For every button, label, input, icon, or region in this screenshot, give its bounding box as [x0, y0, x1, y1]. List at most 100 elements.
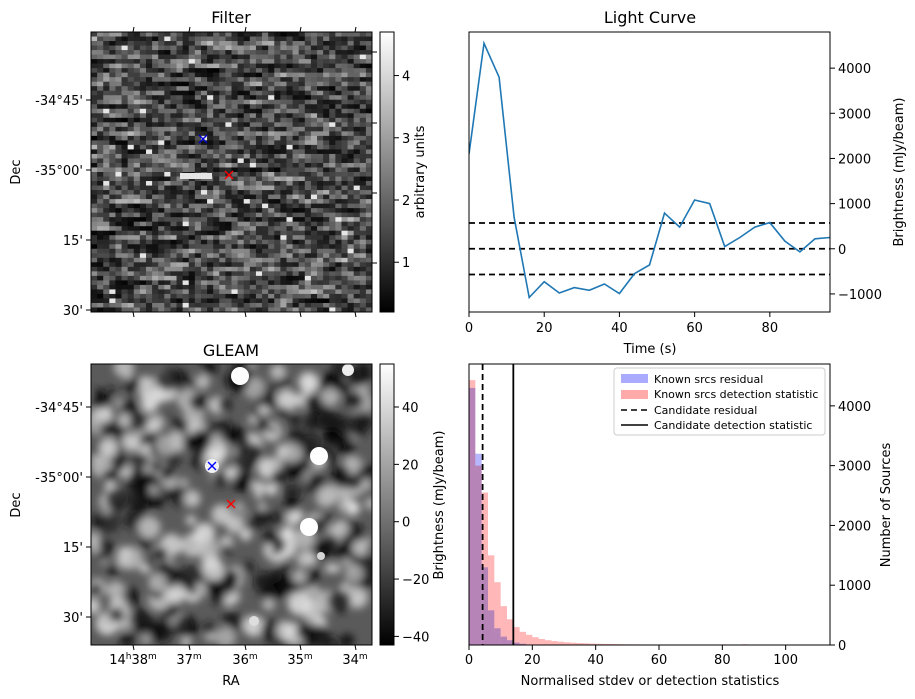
- filter-colorbar-tick-label: 4: [402, 70, 410, 85]
- histogram-x-ticks: 0 20 40 60 80 100: [465, 645, 798, 668]
- filter-known-source-marker: [198, 134, 208, 144]
- legend-label-known-detection: Known srcs detection statistic: [654, 388, 818, 401]
- histogram-bar-known-detection: [513, 627, 520, 645]
- gleam-x-tick-label: 36m: [232, 652, 257, 668]
- histogram-x-tick-label: 100: [773, 653, 798, 668]
- gleam-title: GLEAM: [203, 341, 259, 360]
- filter-bottom-tick-mark: [299, 311, 302, 318]
- light-curve-y-ticks: −1000 0 1000 2000 3000 4000: [830, 62, 882, 303]
- light-curve-title: Light Curve: [604, 8, 696, 27]
- light-curve-axes-frame: [468, 31, 831, 313]
- histogram-bar-known-detection: [488, 555, 495, 645]
- gleam-known-source-marker: [207, 461, 217, 471]
- gleam-image: [91, 364, 372, 645]
- gleam-colorbar-label: Brightness (mJy/beam): [432, 431, 447, 580]
- filter-bottom-tick-mark: [244, 311, 247, 318]
- histogram-candidate-lines: [481, 364, 515, 645]
- histogram-bar-known-detection: [589, 643, 596, 645]
- light-curve-y-tick-label: 3000: [838, 107, 871, 122]
- gleam-x-tick-mark: [188, 644, 191, 651]
- gleam-y-ticks: -34°45' -35°00' 15' 30': [35, 401, 91, 626]
- histogram-panel: 0 20 40 60 80 100 0 1000 2000 3000 4000 Normalise…: [465, 363, 894, 689]
- light-curve-y-label: Brightness (mJy/beam): [892, 98, 907, 247]
- filter-markers: [198, 134, 234, 180]
- histogram-bar-known-detection: [576, 643, 583, 645]
- legend-label-known-residual: Known srcs residual: [654, 373, 763, 386]
- histogram-bar-known-detection: [475, 465, 482, 645]
- filter-top-tick-mark: [132, 26, 135, 33]
- histogram-x-tick-label: 80: [714, 653, 731, 668]
- histogram-bar-known-detection: [494, 582, 501, 645]
- histogram-bar-known-detection: [519, 631, 526, 645]
- gleam-y-tick-label: -35°00': [35, 471, 83, 486]
- histogram-y-tick-label: 1000: [838, 579, 871, 594]
- gleam-markers: [207, 461, 236, 509]
- histogram-y-label: Number of Sources: [879, 443, 894, 568]
- histogram-x-tick-label: 20: [524, 653, 541, 668]
- histogram-x-tick-label: 60: [651, 653, 668, 668]
- histogram-bar-known-detection: [551, 641, 558, 645]
- gleam-x-tick-mark: [132, 644, 135, 651]
- gleam-x-tick-mark: [299, 644, 302, 651]
- light-curve-x-tick-label: 80: [762, 321, 779, 336]
- histogram-x-tick-label: 0: [465, 653, 473, 668]
- histogram-bar-known-detection: [532, 637, 539, 645]
- histogram-x-label: Normalised stdev or detection statistics: [521, 674, 780, 689]
- gleam-panel: GLEAM -34°45' -35°00' 15' 30' 14h38m 37m 36m 3…: [9, 341, 447, 689]
- histogram-y-tick-label: 4000: [838, 400, 871, 415]
- gleam-y-tick-label: -34°45': [35, 401, 83, 416]
- gleam-x-tick-label: 35m: [287, 652, 312, 668]
- light-curve-y-tick-label: 2000: [838, 152, 871, 167]
- histogram-bar-known-detection: [602, 643, 609, 645]
- gleam-colorbar-tick-label: 0: [402, 516, 410, 531]
- filter-colorbar-label: arbitrary units: [413, 125, 428, 218]
- gleam-colorbar: [379, 363, 395, 646]
- light-curve-panel: Light Curve 0 20 40 60 80 −1000 0 1000 2000 3000…: [465, 8, 907, 357]
- gleam-y-tick-label: 15': [63, 541, 83, 556]
- histogram-bar-known-detection: [469, 380, 476, 645]
- histogram-bar-known-detection: [481, 492, 488, 645]
- filter-panel: Filter -34°45' -35°00' 15' 30' Dec 1 2 3 4 arb…: [9, 8, 428, 319]
- filter-y-tick-label: 15': [63, 234, 83, 249]
- gleam-y-tick-label: 30': [63, 611, 83, 626]
- filter-candidate-marker: [224, 170, 234, 180]
- histogram-bar-known-detection: [500, 606, 507, 645]
- filter-top-tick-mark: [354, 26, 357, 33]
- filter-colorbar-ticks: 1 2 3 4: [394, 70, 410, 271]
- histogram-bar-known-detection: [564, 642, 571, 645]
- filter-y-ticks: -34°45' -35°00' 15' 30': [35, 94, 91, 319]
- histogram-y-tick-label: 2000: [838, 519, 871, 534]
- histogram-bar-known-detection: [538, 639, 545, 645]
- histogram-bar-known-detection: [557, 641, 564, 645]
- gleam-y-label: Dec: [9, 492, 24, 517]
- filter-bright-streak: [180, 173, 212, 179]
- light-curve-y-tick-label: 0: [838, 243, 846, 258]
- histogram-y-ticks: 0 1000 2000 3000 4000: [830, 400, 871, 654]
- light-curve-y-tick-label: −1000: [838, 288, 882, 303]
- gleam-axes-frame: [90, 363, 373, 646]
- legend-swatch-known-detection: [621, 390, 648, 399]
- light-curve-series-line: [469, 40, 830, 300]
- light-curve-x-ticks: 0 20 40 60 80: [465, 312, 778, 336]
- filter-y-tick-label: 30': [63, 304, 83, 319]
- light-curve-y-tick-label: 1000: [838, 198, 871, 213]
- histogram-axes-frame: [468, 363, 831, 646]
- light-curve-y-tick-label: 4000: [838, 62, 871, 77]
- light-curve-x-label: Time (s): [623, 342, 677, 357]
- filter-bottom-tick-mark: [132, 311, 135, 318]
- filter-colorbar-tick-label: 2: [402, 194, 410, 209]
- gleam-colorbar-tick-label: 40: [402, 401, 419, 416]
- histogram-bar-known-detection: [595, 643, 602, 645]
- gleam-x-tick-label: 14h38m: [109, 652, 157, 668]
- light-curve-x-tick-label: 0: [465, 321, 473, 336]
- filter-y-tick-label: -35°00': [35, 164, 83, 179]
- gleam-candidate-marker: [226, 499, 236, 509]
- light-curve-x-tick-label: 20: [536, 321, 553, 336]
- histogram-y-tick-label: 0: [838, 639, 846, 654]
- gleam-colorbar-tick-label: 20: [402, 458, 419, 473]
- light-curve-x-tick-label: 60: [686, 321, 703, 336]
- filter-colorbar-tick-label: 1: [402, 256, 410, 271]
- gleam-x-label: RA: [222, 674, 240, 689]
- filter-bottom-tick-mark: [354, 311, 357, 318]
- filter-y-tick-label: -34°45': [35, 94, 83, 109]
